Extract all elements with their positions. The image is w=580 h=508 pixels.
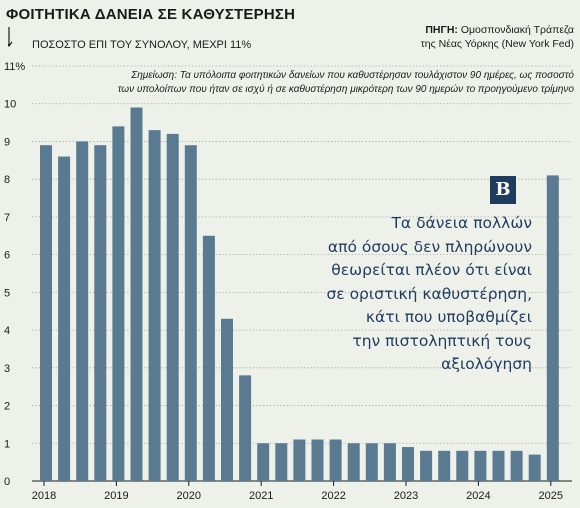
callout-line: κάτι που υποβαθμίζει — [365, 308, 532, 326]
bar — [184, 145, 197, 481]
source-line-2: της Νέας Υόρκης (New York Fed) — [420, 38, 574, 50]
source-text: ΠΗΓΗ: Ομοσπονδιακή Τράπεζα της Νέας Υόρκ… — [421, 23, 574, 51]
callout-line: σε οριστική καθυστέρηση, — [326, 284, 532, 303]
callout-line: αξιολόγηση — [441, 355, 532, 373]
source-line-1: Ομοσπονδιακή Τράπεζα — [460, 24, 574, 36]
bar — [456, 450, 469, 481]
bar — [420, 450, 433, 481]
x-tick-label: 2021 — [249, 490, 273, 502]
chart-subtitle: ΠΟΣΟΣΤΟ ΕΠΙ ΤΟΥ ΣΥΝΟΛΟΥ, ΜΕΧΡΙ 11% — [32, 39, 252, 51]
bar — [293, 439, 306, 481]
bar — [546, 175, 559, 481]
y-tick-label: 9 — [4, 136, 10, 148]
y-tick-label: 7 — [4, 212, 10, 224]
callout-line: θεωρείται πλέον ότι είναι — [331, 261, 532, 279]
y-tick-label: 10 — [4, 99, 16, 111]
x-tick-label: 2023 — [394, 490, 418, 502]
bar — [221, 318, 233, 481]
y-tick-label: 6 — [4, 250, 10, 262]
bar — [202, 235, 215, 481]
y-tick-label: 2 — [4, 401, 10, 413]
bar — [112, 126, 125, 481]
y-tick-label: 3 — [4, 363, 10, 375]
x-tick-label: 2024 — [466, 490, 490, 502]
bar — [528, 454, 541, 481]
bar — [402, 447, 414, 481]
bar — [257, 443, 270, 481]
bar — [130, 107, 143, 481]
callout-line: την πιστοληπτική τους — [352, 331, 532, 350]
x-tick-label: 2020 — [177, 490, 201, 502]
bar — [438, 450, 451, 481]
bar — [40, 145, 52, 481]
source-label: ΠΗΓΗ: — [425, 24, 458, 36]
bar — [275, 443, 288, 481]
note-line-2: των υπολοίπων που ήταν σε ισχύ ή σε καθυ… — [117, 84, 574, 95]
brand-badge: B — [490, 176, 516, 204]
y-tick-label: 1 — [4, 438, 10, 450]
chart-title: ΦΟΙΤΗΤΙΚΑ ΔΑΝΕΙΑ ΣΕ ΚΑΘΥΣΤΕΡΗΣΗ — [6, 6, 296, 23]
bar — [383, 443, 396, 481]
y-tick-label: 11% — [4, 61, 25, 73]
bar — [58, 156, 71, 481]
bar — [148, 130, 161, 482]
bar — [239, 375, 252, 481]
bar — [474, 450, 487, 481]
x-tick-label: 2019 — [104, 490, 128, 502]
callout-text: Τα δάνεια πολλών από όσους δεν πληρώνουν… — [262, 212, 532, 377]
callout-line: Τα δάνεια πολλών — [391, 214, 532, 232]
down-arrow-icon — [8, 27, 13, 47]
y-tick-label: 8 — [4, 174, 10, 186]
callout-line: από όσους δεν πληρώνουν — [327, 237, 532, 256]
bar — [492, 450, 505, 481]
bar — [76, 141, 89, 482]
bar — [311, 439, 324, 481]
bar — [166, 133, 179, 481]
x-tick-label: 2022 — [321, 490, 345, 502]
x-tick-label: 2025 — [539, 490, 563, 502]
chart-note: Σημείωση: Τα υπόλοιπα φοιτητικών δανείων… — [42, 69, 574, 97]
bar — [329, 439, 342, 481]
y-tick-label: 4 — [4, 325, 10, 337]
note-line-1: Σημείωση: Τα υπόλοιπα φοιτητικών δανείων… — [131, 70, 574, 81]
bar — [94, 145, 107, 481]
bar — [365, 443, 378, 481]
x-tick-label: 2018 — [32, 490, 56, 502]
y-tick-label: 5 — [4, 287, 10, 299]
bar — [510, 450, 523, 481]
bar — [347, 443, 360, 481]
y-tick-label: 0 — [4, 476, 10, 488]
